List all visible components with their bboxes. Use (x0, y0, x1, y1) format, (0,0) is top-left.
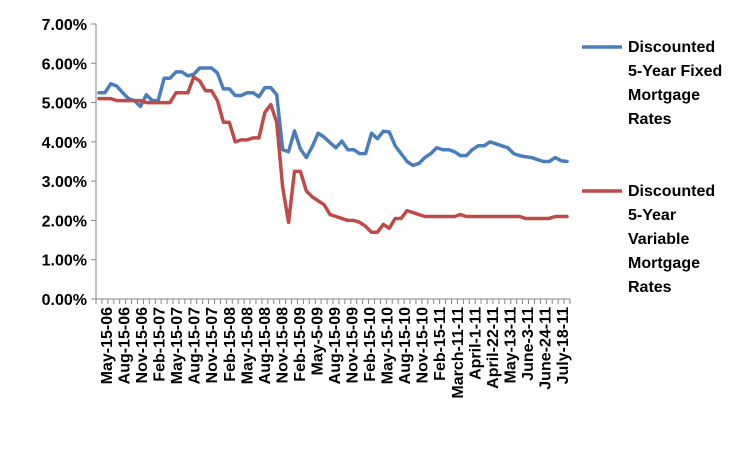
legend: Discounted 5-Year Fixed Mortgage Rates Disco… (582, 39, 722, 296)
x-tick-label: Feb-15-11 (432, 307, 449, 381)
y-tick-label: 5.00% (42, 96, 87, 113)
x-axis: May-15-06 Aug-15-06 Nov-15-06 Feb-15-07 May-… (95, 298, 572, 399)
legend-label: Discounted (628, 183, 715, 200)
x-tick-label: May-5-09 (309, 307, 326, 376)
x-tick-label: June-24-11 (537, 307, 554, 390)
x-tick-label: Feb-15-07 (152, 307, 169, 382)
x-tick-label: Feb-15-10 (362, 307, 379, 382)
x-tick-label: Aug-15-08 (257, 307, 274, 384)
legend-label: Discounted (628, 39, 715, 56)
x-tick-label: Nov-15-09 (345, 307, 362, 384)
x-tick-label: Feb-15-08 (222, 307, 239, 382)
x-tick-label: April-22-11 (485, 307, 502, 389)
x-tick-label: Nov-15-06 (134, 307, 151, 384)
series-lines (97, 66, 569, 234)
x-tick-label: April-1-11 (467, 307, 484, 380)
series-line-fixed (97, 66, 569, 168)
legend-label: 5-Year (628, 207, 676, 224)
x-tick-label: May-15-08 (239, 307, 256, 384)
y-tick-label: 0.00% (42, 292, 87, 309)
y-tick-label: 4.00% (42, 135, 87, 152)
legend-label: Rates (628, 111, 672, 128)
x-tick-label: Aug-15-10 (397, 307, 414, 384)
x-tick-label: Aug-15-06 (117, 307, 134, 384)
y-axis: 0.00% 1.00% 2.00% 3.00% 4.00% 5.00% 6.00% 7.00% (42, 17, 97, 309)
x-tick-label: May-15-06 (99, 307, 116, 384)
x-tick-label: May-15-07 (169, 307, 186, 384)
y-tick-label: 2.00% (42, 213, 87, 230)
y-tick-label: 6.00% (42, 56, 87, 73)
series-line-variable (97, 75, 569, 234)
x-tick-label: July-18-11 (555, 307, 572, 384)
x-tick-label: Aug-15-07 (187, 307, 204, 384)
x-tick-label: March-11-11 (450, 307, 467, 399)
x-tick-label: Nov-15-07 (204, 307, 221, 384)
legend-label: Variable (628, 231, 689, 248)
legend-label: Rates (628, 279, 672, 296)
legend-label: Mortgage (628, 255, 700, 272)
y-tick-label: 1.00% (42, 253, 87, 270)
y-tick-label: 3.00% (42, 174, 87, 191)
x-tick-label: Aug-15-09 (327, 307, 344, 384)
x-tick-label: Nov-15-08 (274, 307, 291, 384)
legend-label: 5-Year Fixed (628, 63, 722, 80)
x-tick-label: June-3-11 (520, 307, 537, 381)
x-tick-label: Nov-15-10 (415, 307, 432, 384)
x-tick-label: Feb-15-09 (292, 307, 309, 382)
x-tick-label: May-15-10 (380, 307, 397, 384)
x-tick-label: May-13-11 (502, 307, 519, 384)
y-tick-label: 7.00% (42, 17, 87, 34)
legend-label: Mortgage (628, 87, 700, 104)
